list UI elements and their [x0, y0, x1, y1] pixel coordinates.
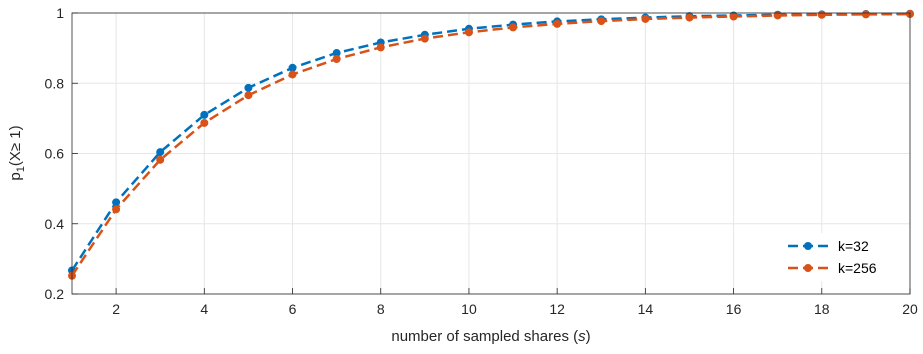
data-point-k256 [465, 28, 473, 36]
y-tick-label: 1 [56, 5, 64, 21]
data-point-k256 [244, 91, 252, 99]
data-point-k256 [553, 20, 561, 28]
y-tick-label: 0.8 [45, 75, 65, 91]
data-point-k256 [641, 15, 649, 23]
legend: k=32 k=256 [777, 233, 902, 281]
x-axis-title-suffix: ) [586, 328, 591, 345]
data-point-k256 [289, 70, 297, 78]
y-tick-label: 0.4 [45, 216, 65, 232]
data-point-k256 [685, 14, 693, 22]
data-point-k32 [200, 111, 208, 119]
x-tick-label: 4 [200, 301, 208, 317]
x-tick-label: 6 [289, 301, 297, 317]
x-tick-label: 8 [377, 301, 385, 317]
legend-label-k32: k=32 [838, 238, 869, 254]
legend-marker-k256 [804, 264, 812, 272]
x-tick-label: 20 [902, 301, 918, 317]
y-axis-title-rest: (X≥ 1) [7, 125, 24, 166]
data-point-k256 [862, 10, 870, 18]
x-tick-label: 14 [638, 301, 654, 317]
x-tick-label: 16 [726, 301, 742, 317]
data-point-k256 [818, 11, 826, 19]
data-point-k256 [377, 43, 385, 51]
y-tick-label: 0.2 [45, 286, 65, 302]
data-point-k256 [597, 17, 605, 25]
x-tick-label: 18 [814, 301, 830, 317]
legend-marker-k32 [804, 242, 812, 250]
data-point-k32 [156, 148, 164, 156]
data-point-k256 [156, 156, 164, 164]
x-tick-label: 10 [461, 301, 477, 317]
legend-label-k256: k=256 [838, 260, 877, 276]
data-point-k32 [244, 84, 252, 92]
data-point-k256 [421, 35, 429, 43]
data-point-k256 [509, 23, 517, 31]
y-axis-title: p1(X≥ 1) [7, 125, 27, 180]
data-point-k256 [730, 13, 738, 21]
x-axis-title-prefix: number of sampled shares ( [391, 328, 578, 345]
x-tick-label: 2 [112, 301, 120, 317]
y-axis-title-base: p [7, 172, 24, 180]
data-point-k256 [333, 55, 341, 63]
data-point-k256 [112, 205, 120, 213]
x-axis-title: number of sampled shares (s) [391, 328, 590, 345]
y-tick-label: 0.6 [45, 146, 65, 162]
data-point-k256 [200, 119, 208, 127]
x-tick-label: 12 [549, 301, 565, 317]
